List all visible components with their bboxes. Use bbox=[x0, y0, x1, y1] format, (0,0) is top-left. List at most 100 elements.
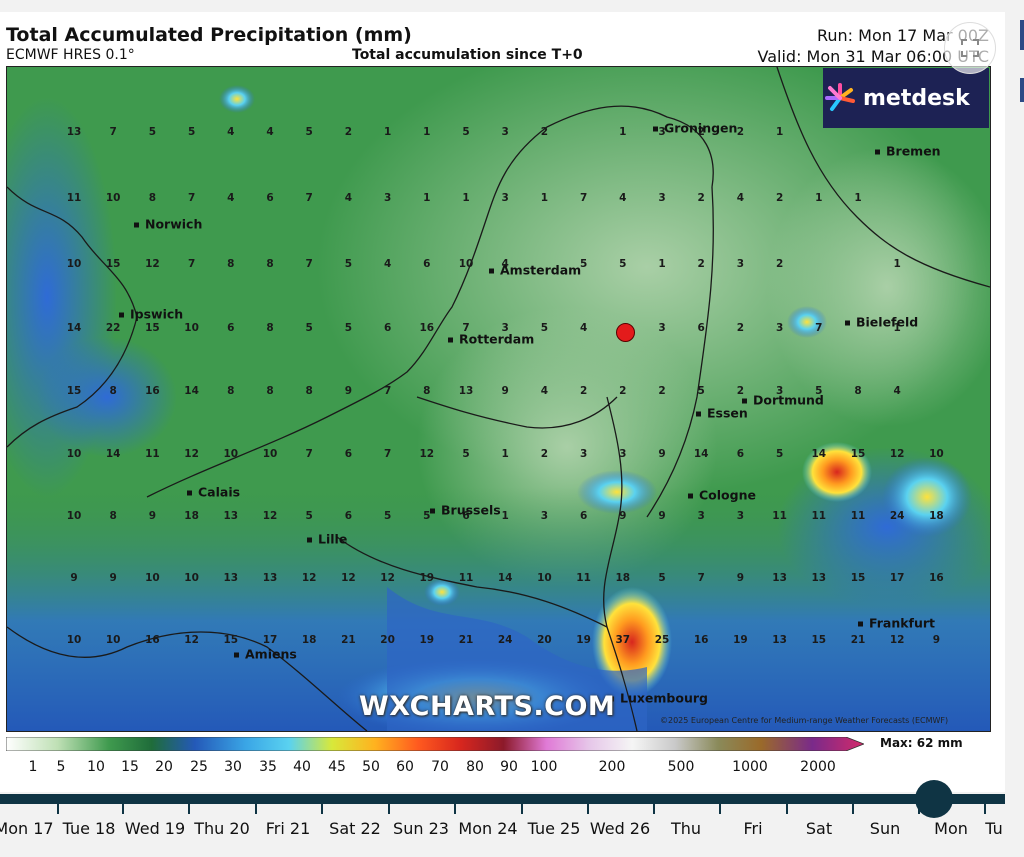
grid-value: 4 bbox=[344, 192, 353, 204]
city-essen: Essen bbox=[696, 406, 748, 421]
grid-value: 5 bbox=[697, 385, 705, 397]
grid-value: 2 bbox=[540, 448, 549, 460]
grid-value: 12 bbox=[145, 258, 160, 270]
timeline-slider-knob[interactable] bbox=[915, 780, 953, 818]
colorbar-label: 1000 bbox=[732, 759, 768, 775]
grid-value: 7 bbox=[462, 322, 470, 334]
grid-value: 1 bbox=[815, 192, 823, 204]
city-luxembourg: Luxembourg bbox=[609, 691, 708, 706]
grid-value: 3 bbox=[658, 322, 666, 334]
grid-value: 20 bbox=[537, 634, 552, 646]
grid-value: 21 bbox=[341, 634, 356, 646]
grid-value: 6 bbox=[423, 258, 431, 270]
city-dot-icon bbox=[742, 398, 747, 404]
colorbar-label: 35 bbox=[259, 759, 277, 775]
grid-value: 8 bbox=[109, 510, 117, 522]
city-name: Bremen bbox=[886, 143, 941, 159]
grid-value: 10 bbox=[929, 448, 944, 460]
grid-value: 8 bbox=[266, 322, 274, 334]
grid-value: 14 bbox=[497, 572, 513, 584]
timeline-tick bbox=[388, 804, 390, 814]
side-tab[interactable] bbox=[1020, 20, 1024, 50]
grid-value: 3 bbox=[658, 192, 666, 204]
timeline-day[interactable]: Sat bbox=[805, 819, 833, 838]
timeline-day[interactable]: Mon bbox=[934, 819, 968, 838]
grid-value: 4 bbox=[579, 322, 588, 334]
zoom-button[interactable] bbox=[944, 22, 996, 74]
timeline-tick bbox=[188, 804, 190, 814]
timeline-tick bbox=[122, 804, 124, 814]
timeline-tick bbox=[984, 804, 986, 814]
timeline-day[interactable]: Sat 22 bbox=[329, 819, 381, 838]
grid-value: 12 bbox=[889, 634, 905, 646]
grid-value: 15 bbox=[223, 634, 239, 646]
grid-value: 10 bbox=[66, 448, 82, 460]
timeline-day[interactable]: Wed 19 bbox=[124, 819, 186, 838]
city-dot-icon bbox=[119, 312, 124, 318]
grid-value: 5 bbox=[148, 126, 157, 138]
grid-value: 5 bbox=[462, 448, 470, 460]
grid-value: 16 bbox=[693, 634, 709, 646]
grid-value: 5 bbox=[462, 126, 470, 138]
grid-value: 7 bbox=[187, 192, 196, 204]
valid-time: Valid: Mon 31 Mar 06:00 UTC bbox=[757, 47, 989, 66]
city-bremen: Bremen bbox=[875, 144, 941, 159]
timeline-day[interactable]: Tue 18 bbox=[62, 819, 116, 838]
city-brussels: Brussels bbox=[430, 503, 501, 518]
colorbar-label: 1 bbox=[28, 759, 38, 775]
timeline-day[interactable]: Mon 24 bbox=[458, 819, 518, 838]
side-tab[interactable] bbox=[1020, 78, 1024, 102]
grid-value: 5 bbox=[619, 258, 627, 270]
grid-value: 15 bbox=[66, 385, 82, 397]
city-dot-icon bbox=[845, 320, 850, 326]
city-amsterdam: Amsterdam bbox=[489, 263, 581, 278]
city-amiens: Amiens bbox=[234, 647, 297, 662]
city-name: Amiens bbox=[245, 646, 297, 662]
city-name: Amsterdam bbox=[500, 262, 582, 278]
timeline-day[interactable]: Wed 26 bbox=[589, 819, 651, 838]
grid-value: 6 bbox=[736, 448, 745, 460]
timeline-bar[interactable] bbox=[0, 794, 1005, 804]
grid-value: 8 bbox=[266, 385, 274, 397]
location-marker[interactable] bbox=[616, 323, 635, 342]
grid-value: 3 bbox=[697, 510, 705, 522]
grid-value: 3 bbox=[658, 126, 666, 138]
city-bielefeld: Bielefeld bbox=[845, 315, 918, 330]
grid-value: 9 bbox=[932, 634, 941, 646]
grid-value: 10 bbox=[66, 510, 82, 522]
timeline-day[interactable]: Fri 21 bbox=[265, 819, 311, 838]
grid-value: 5 bbox=[383, 510, 392, 522]
timeline-day[interactable]: Thu 20 bbox=[194, 819, 250, 838]
chart-subtitle: Total accumulation since T+0 bbox=[352, 47, 583, 63]
grid-value: 15 bbox=[145, 322, 160, 334]
grid-value: 10 bbox=[537, 572, 552, 584]
timeline-day[interactable]: Sun 23 bbox=[393, 819, 449, 838]
grid-value: 5 bbox=[658, 572, 666, 584]
timeline-day[interactable]: Tue 25 bbox=[527, 819, 581, 838]
grid-value: 3 bbox=[775, 385, 784, 397]
timeline-day[interactable]: Tu bbox=[985, 819, 1003, 838]
city-name: Cologne bbox=[699, 487, 756, 503]
timeline-tick bbox=[454, 804, 456, 814]
timeline-day[interactable]: Thu bbox=[670, 819, 702, 838]
grid-value: 1 bbox=[540, 192, 549, 204]
grid-value: 9 bbox=[501, 385, 509, 397]
timeline-tick bbox=[587, 804, 589, 814]
colorbar-label: 100 bbox=[530, 759, 558, 775]
colorbar-label: 2000 bbox=[800, 759, 836, 775]
grid-value: 13 bbox=[223, 510, 239, 522]
city-frankfurt: Frankfurt bbox=[858, 616, 935, 631]
grid-value: 4 bbox=[227, 126, 235, 138]
timeline-day[interactable]: Fri bbox=[743, 819, 763, 838]
grid-value: 5 bbox=[187, 126, 196, 138]
timeline-day[interactable]: Mon 17 bbox=[0, 819, 54, 838]
grid-value: 1 bbox=[619, 126, 627, 138]
grid-value: 12 bbox=[380, 572, 395, 584]
grid-value: 20 bbox=[380, 634, 395, 646]
colorbar-label: 40 bbox=[293, 759, 311, 775]
precipitation-map[interactable]: 13 7 5 5 4 4 5 2 1 1 5 3 2 1 3 2 2 1 11 10 8 7 4 6 7 4 3 1 1 3 1 7 4 3 2 4 2… bbox=[6, 66, 991, 732]
grid-value: 7 bbox=[815, 322, 823, 334]
grid-value: 15 bbox=[850, 572, 866, 584]
timeline-day[interactable]: Sun bbox=[869, 819, 901, 838]
grid-value: 4 bbox=[893, 385, 901, 397]
